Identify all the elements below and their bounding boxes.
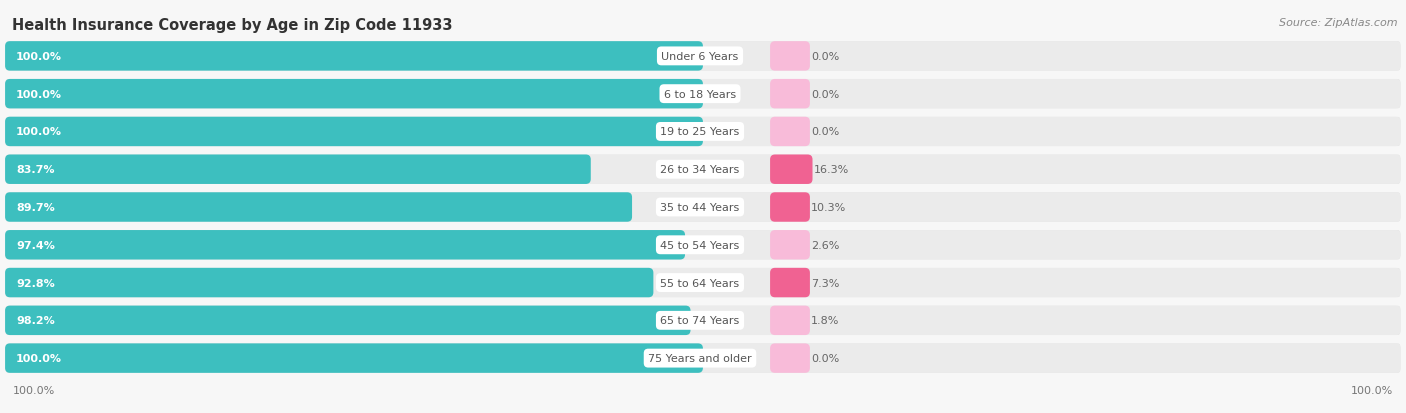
- Text: Under 6 Years: Under 6 Years: [661, 52, 738, 62]
- Text: 26 to 34 Years: 26 to 34 Years: [661, 165, 740, 175]
- Text: 100.0%: 100.0%: [15, 90, 62, 100]
- Text: 65 to 74 Years: 65 to 74 Years: [661, 316, 740, 325]
- FancyBboxPatch shape: [6, 80, 703, 109]
- FancyBboxPatch shape: [7, 118, 1399, 146]
- Text: 100.0%: 100.0%: [15, 127, 62, 137]
- FancyBboxPatch shape: [7, 43, 1399, 71]
- FancyBboxPatch shape: [6, 80, 1400, 109]
- FancyBboxPatch shape: [6, 344, 1400, 373]
- Text: 100.0%: 100.0%: [1351, 385, 1393, 395]
- FancyBboxPatch shape: [7, 231, 1399, 259]
- Text: 100.0%: 100.0%: [15, 353, 62, 363]
- Text: 55 to 64 Years: 55 to 64 Years: [661, 278, 740, 288]
- FancyBboxPatch shape: [6, 230, 685, 260]
- FancyBboxPatch shape: [7, 306, 1399, 335]
- Text: 75 Years and older: 75 Years and older: [648, 353, 752, 363]
- FancyBboxPatch shape: [770, 80, 810, 109]
- FancyBboxPatch shape: [6, 268, 654, 298]
- Text: 100.0%: 100.0%: [13, 385, 55, 395]
- FancyBboxPatch shape: [7, 269, 1399, 297]
- FancyBboxPatch shape: [7, 344, 1399, 373]
- FancyBboxPatch shape: [6, 117, 703, 147]
- FancyBboxPatch shape: [6, 306, 1400, 335]
- Text: 45 to 54 Years: 45 to 54 Years: [661, 240, 740, 250]
- FancyBboxPatch shape: [6, 193, 633, 222]
- FancyBboxPatch shape: [770, 344, 810, 373]
- Text: 92.8%: 92.8%: [15, 278, 55, 288]
- Text: 7.3%: 7.3%: [811, 278, 839, 288]
- Text: 16.3%: 16.3%: [814, 165, 849, 175]
- FancyBboxPatch shape: [6, 306, 690, 335]
- Text: 10.3%: 10.3%: [811, 202, 846, 212]
- FancyBboxPatch shape: [770, 155, 813, 185]
- FancyBboxPatch shape: [6, 268, 1400, 298]
- Text: 1.8%: 1.8%: [811, 316, 839, 325]
- FancyBboxPatch shape: [770, 42, 810, 71]
- FancyBboxPatch shape: [770, 268, 810, 298]
- Text: 35 to 44 Years: 35 to 44 Years: [661, 202, 740, 212]
- FancyBboxPatch shape: [7, 81, 1399, 109]
- Text: 0.0%: 0.0%: [811, 353, 839, 363]
- FancyBboxPatch shape: [6, 155, 1400, 185]
- FancyBboxPatch shape: [6, 344, 703, 373]
- Text: 97.4%: 97.4%: [15, 240, 55, 250]
- Text: 0.0%: 0.0%: [811, 127, 839, 137]
- FancyBboxPatch shape: [6, 155, 591, 185]
- FancyBboxPatch shape: [770, 306, 810, 335]
- Text: 100.0%: 100.0%: [15, 52, 62, 62]
- FancyBboxPatch shape: [6, 193, 1400, 222]
- Text: Health Insurance Coverage by Age in Zip Code 11933: Health Insurance Coverage by Age in Zip …: [13, 18, 453, 33]
- FancyBboxPatch shape: [7, 193, 1399, 222]
- Text: 0.0%: 0.0%: [811, 52, 839, 62]
- FancyBboxPatch shape: [770, 117, 810, 147]
- FancyBboxPatch shape: [7, 156, 1399, 184]
- Text: 89.7%: 89.7%: [15, 202, 55, 212]
- Text: Source: ZipAtlas.com: Source: ZipAtlas.com: [1279, 18, 1398, 28]
- Text: 6 to 18 Years: 6 to 18 Years: [664, 90, 737, 100]
- Text: 98.2%: 98.2%: [15, 316, 55, 325]
- Text: 2.6%: 2.6%: [811, 240, 839, 250]
- Text: 19 to 25 Years: 19 to 25 Years: [661, 127, 740, 137]
- Text: 0.0%: 0.0%: [811, 90, 839, 100]
- FancyBboxPatch shape: [770, 230, 810, 260]
- Text: 83.7%: 83.7%: [15, 165, 55, 175]
- FancyBboxPatch shape: [770, 193, 810, 222]
- FancyBboxPatch shape: [6, 42, 1400, 71]
- FancyBboxPatch shape: [6, 42, 703, 71]
- FancyBboxPatch shape: [6, 230, 1400, 260]
- FancyBboxPatch shape: [6, 117, 1400, 147]
